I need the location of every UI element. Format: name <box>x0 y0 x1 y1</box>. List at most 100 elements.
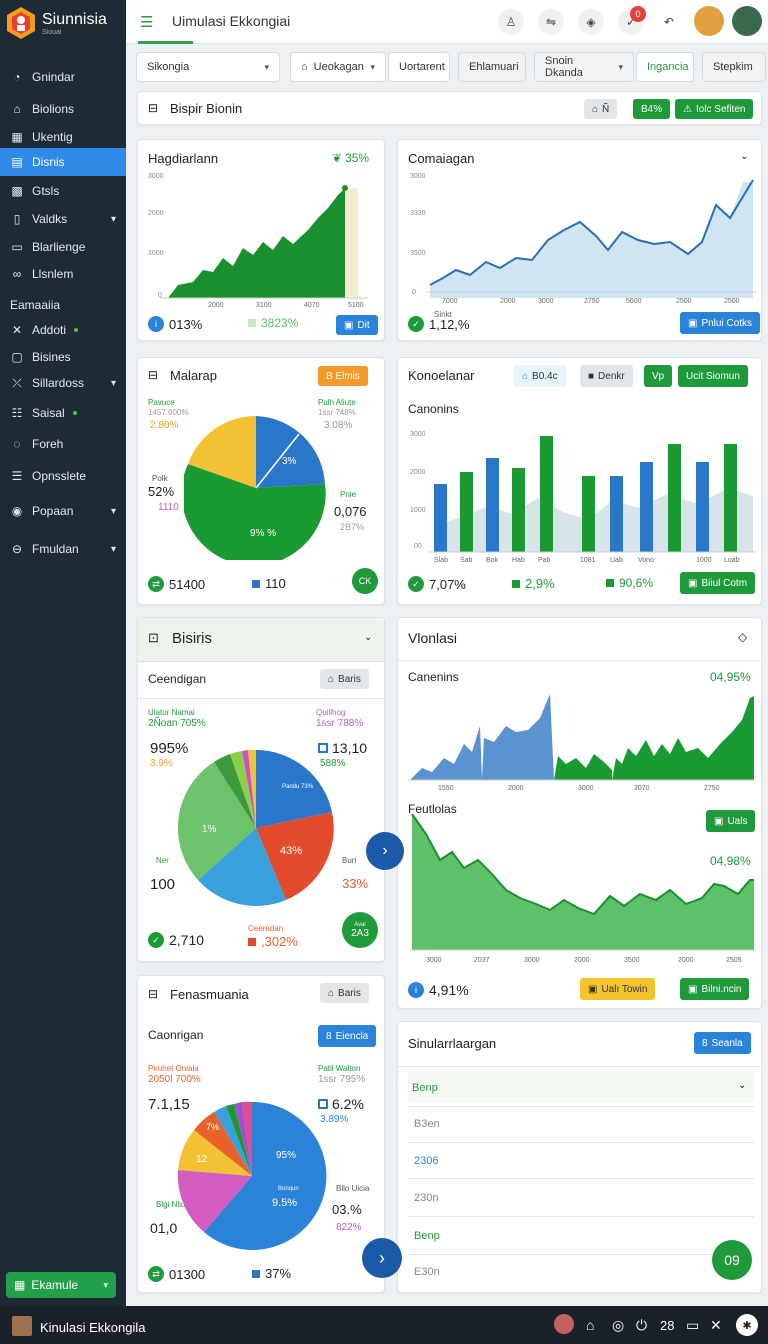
sidebar-item-llsnlem[interactable]: ∞ Llsnlem <box>0 261 126 287</box>
edit-icon: ▣ <box>688 577 698 589</box>
slice-label: 1% <box>202 824 217 835</box>
filter-select-5[interactable]: Snoin Dkanda ▾ <box>534 52 634 82</box>
ok-circle-button[interactable]: CK <box>352 568 378 594</box>
swap-icon: ⇄ <box>148 1266 164 1282</box>
y-tick: 1000 <box>148 250 164 257</box>
status-circle[interactable]: 09 <box>712 1240 752 1280</box>
label-value: 7.1,15 <box>148 1096 190 1113</box>
list-row[interactable]: Benp <box>414 1230 440 1242</box>
sidebar-bottom-button[interactable]: ▦ Ekamule ▾ <box>6 1272 116 1298</box>
brand-name: Siunnisia <box>42 10 107 28</box>
filter-select-1[interactable]: Sikongia ▾ <box>136 52 280 82</box>
settings-icon[interactable]: ◎ <box>612 1317 625 1333</box>
filter-label: Stepkim <box>713 61 753 73</box>
btn-label: Dit <box>357 319 370 331</box>
bilni-button[interactable]: ▣ Bilni.ncin <box>680 978 750 1000</box>
sidebar-item-foreh[interactable]: ◌ Foreh <box>0 431 126 457</box>
filter-button-6[interactable]: Ingancia <box>636 52 694 82</box>
sidebar-item-valdks[interactable]: ▯ Valdks ▾ <box>0 206 126 232</box>
sidebar-item-label: Saisal <box>32 406 65 420</box>
brand[interactable]: Siunnisia Siouai <box>6 6 107 40</box>
list-row[interactable]: 230n <box>414 1192 439 1204</box>
towin-button[interactable]: ▣ Ualı Towin <box>580 978 656 1000</box>
filter-button-7[interactable]: Stepkim <box>702 52 766 82</box>
seanla-button[interactable]: 8 Seanla <box>694 1032 751 1054</box>
list-row[interactable]: B3en <box>414 1118 440 1130</box>
list-row[interactable]: E30n <box>414 1266 440 1278</box>
filter-button[interactable]: ⌂ B0.4c <box>514 365 566 387</box>
sidebar-item-biolions[interactable]: ⌂ Biolions <box>0 96 126 122</box>
user-icon[interactable]: ♙ <box>498 9 524 35</box>
list-row[interactable]: Benp <box>412 1082 438 1094</box>
chart-subtitle: Canonins <box>408 402 459 416</box>
x-tick: 2500 <box>676 298 692 305</box>
check-icon: ✓ <box>148 932 164 948</box>
sidebar-item-ukentig[interactable]: ▦ Ukentig <box>0 124 126 150</box>
baris-button[interactable]: ⌂ Baris <box>320 983 369 1003</box>
edit-button[interactable]: ▣ Dit <box>336 315 378 335</box>
menu-icon[interactable]: ☰ <box>140 14 154 31</box>
sidebar-item-addoti[interactable]: ✕ Addoti <box>0 317 126 343</box>
page-title: Uimulasi Ekkongiai <box>172 13 291 29</box>
eiencla-button[interactable]: 8 Eiencla <box>318 1025 377 1047</box>
power-icon[interactable]: ⏻ <box>636 1317 648 1333</box>
status-circle[interactable]: Avai 2A3 <box>342 912 378 948</box>
pie-slice <box>256 750 332 828</box>
gear-icon[interactable]: ✱ <box>736 1314 758 1336</box>
sidebar-item-fmuldan[interactable]: ⊖ Fmuldan ▾ <box>0 536 126 562</box>
vp-button[interactable]: Vp <box>644 365 673 387</box>
denkr-button[interactable]: ■ Denkr <box>580 365 633 387</box>
card-comaiagan: Comaiagan ⌄ 3000 3330 3500 0 7000 2000 3… <box>397 139 762 341</box>
sidebar-item-bisines[interactable]: ▢ Bisines <box>0 344 126 370</box>
stat-value: 7,07% <box>429 576 466 592</box>
baris-button[interactable]: ⌂ Baris <box>320 669 369 689</box>
sidebar-item-sillardoss[interactable]: ⤫ Sillardoss ▾ <box>0 370 126 396</box>
title-underline <box>138 41 193 44</box>
sidebar-item-disnis[interactable]: ▤ Disnis <box>0 148 126 176</box>
bag-icon[interactable]: ◈ <box>578 9 604 35</box>
chevron-down-icon[interactable]: ⌄ <box>738 1080 747 1091</box>
stat-value: 37% <box>265 1266 292 1281</box>
stat-2: 2,9% <box>512 576 555 591</box>
sidebar-item-popaan[interactable]: ◉ Popaan ▾ <box>0 498 126 524</box>
avatar[interactable] <box>732 6 762 36</box>
sidebar-item-saisal[interactable]: ☷ Saisal <box>0 400 126 426</box>
filter-select-2[interactable]: ⌂ Ueokagan ▾ <box>290 52 386 82</box>
chevron-down-icon[interactable]: ⌄ <box>364 632 373 643</box>
filter-button-3[interactable]: Uortarent <box>388 52 450 82</box>
cotm-button[interactable]: ▣ Biiul Cotm <box>680 572 756 594</box>
link-icon[interactable]: ⇋ <box>538 9 564 35</box>
sidebar-item-gtsls[interactable]: ▩ Gtsls <box>0 178 126 204</box>
sidebar-item-gnindar[interactable]: ◔ Gnindar <box>0 64 126 90</box>
diamond-icon[interactable]: ◇ <box>738 630 748 644</box>
chevron-down-icon[interactable]: ⌄ <box>740 151 749 162</box>
next-arrow-button[interactable]: › <box>366 832 404 870</box>
avatar[interactable] <box>694 6 724 36</box>
next-arrow-button[interactable]: › <box>362 1238 402 1278</box>
filter-button-4[interactable]: Ehlamuari <box>458 52 526 82</box>
app-thumbnail-icon[interactable] <box>12 1316 32 1336</box>
chat-icon[interactable]: ▭ <box>686 1317 700 1333</box>
siomun-button[interactable]: Ucit Siomun <box>678 365 748 387</box>
close-icon[interactable]: ✕ <box>710 1317 722 1333</box>
pie-slice <box>204 1101 327 1250</box>
banner-button-3[interactable]: ⚠ Iolc Sefiten <box>675 99 754 119</box>
sidebar-item-label: Disnis <box>32 155 65 169</box>
back-icon[interactable]: ↶ <box>663 15 675 29</box>
avatar[interactable] <box>554 1314 574 1334</box>
x-tick: 2037 <box>474 957 490 964</box>
elmis-button[interactable]: B Elmis <box>318 366 368 386</box>
sidebar-item-opnsslete[interactable]: ☰ Opnsslete <box>0 463 126 489</box>
alert-icon: ⚠ <box>683 103 692 115</box>
banner-button-1[interactable]: ⌂ Ñ <box>584 99 618 119</box>
sidebar-item-blarlienge[interactable]: ▭ Blarlienge <box>0 234 126 260</box>
list-row[interactable]: 2306 <box>414 1155 439 1167</box>
card-title: Sinularrlaargan <box>408 1036 497 1051</box>
sidebar-item-label: Gtsls <box>32 184 60 198</box>
legend-swatch <box>318 743 328 753</box>
uals-button[interactable]: ▣ Uals <box>706 810 756 832</box>
area-chart: 3000 2000 1000 0 2000 3100 4070 5100 <box>148 173 368 309</box>
home-icon[interactable]: ⌂ <box>586 1317 595 1333</box>
banner-button-2[interactable]: B4% <box>633 99 671 119</box>
cotks-button[interactable]: ▣ Pnlui Cotks <box>680 312 761 334</box>
